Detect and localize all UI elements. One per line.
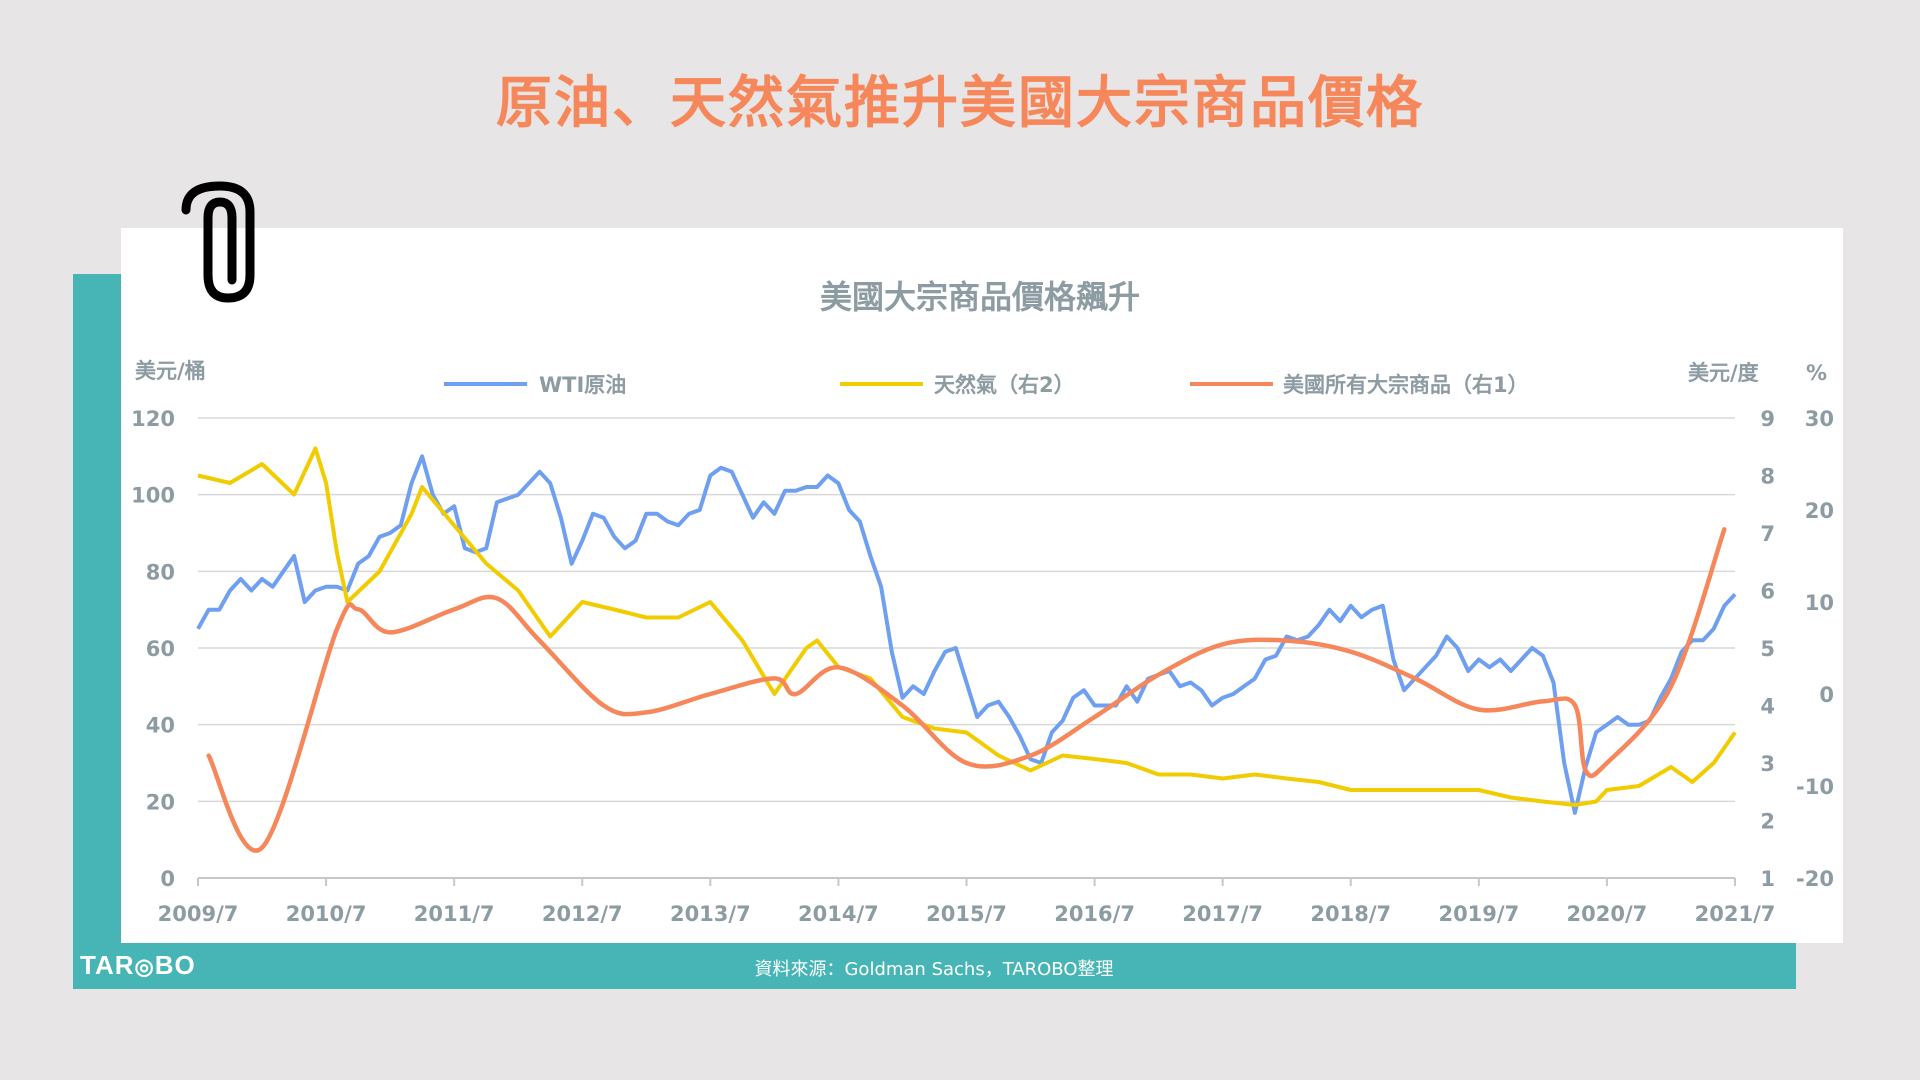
- x-tick-label: 2012/7: [542, 902, 623, 926]
- right-2-tick-label: 9: [1760, 407, 1775, 431]
- source-note: 資料來源：Goldman Sachs，TAROBO整理: [754, 959, 1114, 980]
- left-axis-label: 美元/桶: [135, 359, 206, 383]
- right-2-tick-label: 2: [1760, 810, 1775, 834]
- left-tick-label: 80: [146, 560, 175, 584]
- tarobo-logo: TAR◎BO: [80, 950, 196, 980]
- right-2-tick-label: 5: [1760, 637, 1775, 661]
- left-tick-label: 120: [131, 407, 175, 431]
- right-2-tick-label: 7: [1760, 522, 1775, 546]
- left-tick-label: 0: [160, 867, 175, 891]
- x-tick-label: 2011/7: [414, 902, 495, 926]
- x-tick-label: 2009/7: [158, 902, 239, 926]
- right-1-tick-label: -10: [1796, 775, 1834, 799]
- left-tick-label: 20: [146, 790, 175, 814]
- right-2-tick-label: 8: [1760, 465, 1775, 489]
- gas-series-line: [197, 446, 1737, 807]
- left-tick-label: 60: [146, 637, 175, 661]
- commodities-series-line: [206, 527, 1727, 853]
- x-tick-label: 2019/7: [1438, 902, 1519, 926]
- x-tick-label: 2018/7: [1310, 902, 1391, 926]
- legend-label: 天然氣（右2）: [934, 373, 1075, 397]
- x-tick-label: 2016/7: [1054, 902, 1135, 926]
- right-1-tick-label: 0: [1819, 683, 1834, 707]
- right-2-tick-label: 3: [1760, 752, 1775, 776]
- legend-label: WTI原油: [539, 373, 626, 397]
- right-1-tick-label: -20: [1796, 867, 1834, 891]
- chart-title: 美國大宗商品價格飆升: [820, 278, 1140, 316]
- paperclip-icon: [181, 181, 255, 303]
- x-tick-label: 2020/7: [1567, 902, 1648, 926]
- right-2-tick-label: 6: [1760, 580, 1775, 604]
- right-2-tick-label: 1: [1760, 867, 1775, 891]
- wti-series-line: [196, 454, 1737, 815]
- left-tick-label: 40: [146, 714, 175, 738]
- page-title: 原油、天然氣推升美國大宗商品價格: [496, 71, 1424, 136]
- x-tick-label: 2017/7: [1182, 902, 1263, 926]
- footer-band: [73, 943, 1796, 989]
- x-tick-label: 2010/7: [286, 902, 367, 926]
- x-tick-label: 2013/7: [670, 902, 751, 926]
- right-1-tick-label: 10: [1805, 591, 1834, 615]
- right-1-tick-label: 20: [1805, 499, 1834, 523]
- right-axis-2-label: 美元/度: [1688, 361, 1759, 385]
- chart-card: [121, 228, 1843, 943]
- left-tick-label: 100: [131, 484, 175, 508]
- x-tick-label: 2014/7: [798, 902, 879, 926]
- right-axis-1-label: %: [1806, 361, 1827, 385]
- right-1-tick-label: 30: [1805, 407, 1834, 431]
- x-tick-label: 2015/7: [926, 902, 1007, 926]
- x-tick-label: 2021/7: [1695, 902, 1776, 926]
- legend-label: 美國所有大宗商品（右1）: [1283, 373, 1529, 397]
- right-2-tick-label: 4: [1760, 695, 1775, 719]
- accent-bar: [73, 274, 123, 989]
